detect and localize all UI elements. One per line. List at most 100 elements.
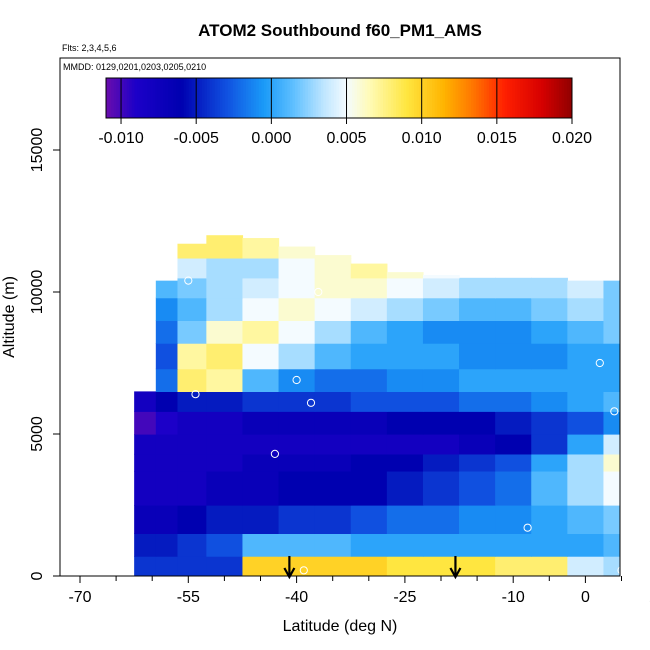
heatmap-cell bbox=[278, 257, 316, 279]
heatmap-cell bbox=[350, 391, 388, 412]
heatmap-cell bbox=[386, 556, 424, 576]
heatmap-cell bbox=[495, 391, 532, 412]
heatmap-cell bbox=[278, 368, 316, 392]
sample-marker bbox=[270, 449, 279, 458]
colorbar-swatch bbox=[217, 78, 221, 118]
heatmap-cell bbox=[640, 505, 650, 534]
colorbar-swatch bbox=[152, 78, 156, 118]
heatmap-cell bbox=[603, 391, 620, 412]
heatmap-cell bbox=[242, 277, 280, 299]
colorbar-swatch bbox=[561, 78, 565, 118]
colorbar-swatch bbox=[240, 78, 244, 118]
colorbar-swatch bbox=[318, 78, 322, 118]
colorbar-swatch bbox=[279, 78, 283, 118]
heatmap-cell bbox=[206, 434, 244, 455]
colorbar-swatch bbox=[398, 78, 402, 118]
colorbar-swatch bbox=[377, 78, 381, 118]
colorbar-swatch bbox=[553, 78, 557, 118]
heatmap-cell bbox=[206, 556, 244, 576]
colorbar-swatch bbox=[266, 78, 270, 118]
sample-marker bbox=[299, 566, 308, 575]
heatmap-cell bbox=[206, 533, 244, 557]
heatmap-cell bbox=[242, 257, 280, 279]
colorbar-swatch bbox=[263, 78, 268, 118]
colorbar-swatch bbox=[284, 78, 288, 118]
colorbar-swatch bbox=[525, 78, 529, 118]
colorbar-swatch bbox=[517, 78, 521, 118]
colorbar-swatch bbox=[527, 78, 532, 118]
colorbar-swatch bbox=[434, 78, 438, 118]
heatmap-cell bbox=[531, 368, 568, 392]
colorbar-swatch bbox=[230, 78, 234, 118]
heatmap-cell bbox=[640, 556, 650, 576]
colorbar-swatch bbox=[269, 78, 273, 118]
colorbar-swatch bbox=[157, 78, 161, 118]
heatmap-cell bbox=[459, 343, 496, 370]
heatmap-cell bbox=[531, 470, 568, 506]
colorbar-swatch bbox=[243, 78, 247, 118]
heatmap-cell bbox=[314, 297, 352, 321]
colorbar-swatch bbox=[427, 78, 431, 118]
colorbar-swatch bbox=[414, 78, 418, 118]
y-axis-label: Altitude (m) bbox=[1, 276, 18, 358]
heatmap-cell bbox=[603, 556, 620, 576]
heatmap-cell bbox=[177, 533, 207, 557]
colorbar-swatch bbox=[160, 78, 164, 118]
colorbar-swatch bbox=[191, 78, 195, 118]
heatmap-cell bbox=[422, 434, 460, 455]
colorbar-swatch bbox=[225, 78, 229, 118]
heatmap-cell bbox=[459, 320, 496, 344]
colorbar-swatch bbox=[144, 78, 148, 118]
colorbar-swatch bbox=[509, 78, 513, 118]
colorbar-swatch bbox=[326, 78, 330, 118]
heatmap-cell bbox=[177, 411, 207, 435]
colorbar-swatch bbox=[289, 78, 293, 118]
heatmap-cell bbox=[386, 533, 424, 557]
heatmap-cell bbox=[242, 238, 280, 259]
heatmap-cell bbox=[386, 453, 424, 472]
y-axis: 0 5000 10000 15000 bbox=[29, 128, 60, 580]
heatmap-cell bbox=[567, 533, 605, 557]
colorbar-swatch bbox=[564, 78, 568, 118]
heatmap-cell bbox=[206, 257, 244, 279]
sample-marker bbox=[292, 375, 301, 385]
heatmap-cell bbox=[206, 277, 244, 299]
colorbar-tick-label: 0.020 bbox=[552, 130, 592, 147]
heatmap-cell bbox=[495, 453, 532, 472]
colorbar-swatch bbox=[271, 78, 275, 118]
heatmap-cell bbox=[314, 505, 352, 534]
colorbar-swatch bbox=[162, 78, 167, 118]
colorbar-swatch bbox=[168, 78, 172, 118]
colorbar-swatch bbox=[134, 78, 138, 118]
heatmap-cell bbox=[314, 255, 352, 259]
colorbar-swatch bbox=[496, 78, 501, 118]
heatmap-cell bbox=[459, 470, 496, 506]
colorbar-swatch bbox=[155, 78, 159, 118]
colorbar-swatch bbox=[424, 78, 428, 118]
colorbar-swatch bbox=[468, 78, 472, 118]
heatmap-cell bbox=[350, 556, 388, 576]
heatmap-cell bbox=[531, 411, 568, 435]
colorbar-swatch bbox=[315, 78, 319, 118]
heatmap-cell bbox=[640, 298, 650, 321]
heatmap-cell bbox=[422, 391, 460, 412]
heatmap-cell bbox=[495, 411, 532, 435]
heatmap-cell bbox=[350, 297, 388, 321]
colorbar-swatch bbox=[507, 78, 511, 118]
heatmap-cell bbox=[603, 280, 620, 299]
colorbar-swatch bbox=[235, 78, 239, 118]
colorbar-swatch bbox=[175, 78, 179, 118]
colorbar-swatch bbox=[380, 78, 384, 118]
colorbar-swatch bbox=[429, 78, 433, 118]
colorbar-swatch bbox=[196, 78, 200, 118]
heatmap-cell bbox=[603, 297, 620, 321]
colorbar-swatch bbox=[556, 78, 560, 118]
colorbar-swatch bbox=[349, 78, 353, 118]
heatmap-cell bbox=[350, 368, 388, 392]
colorbar-swatch bbox=[489, 78, 493, 118]
heatmap-cell bbox=[603, 453, 620, 472]
colorbar-swatch bbox=[455, 78, 459, 118]
heatmap-cell bbox=[531, 556, 568, 576]
colorbar-swatch bbox=[395, 78, 400, 118]
colorbar-swatch bbox=[499, 78, 503, 118]
